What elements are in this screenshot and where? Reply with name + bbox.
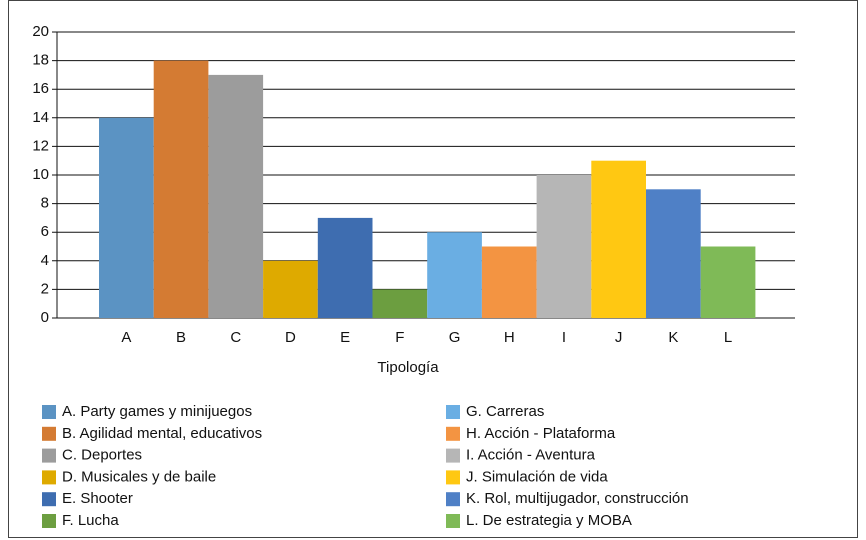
y-tick-label: 18 bbox=[32, 52, 49, 69]
bar bbox=[153, 60, 209, 318]
y-tick-label: 20 bbox=[32, 23, 49, 40]
legend-label: I. Acción - Aventura bbox=[466, 447, 596, 464]
legend-swatch bbox=[446, 405, 460, 419]
legend-label: H. Acción - Plataforma bbox=[466, 425, 616, 442]
legend-label: E. Shooter bbox=[62, 490, 133, 507]
legend-label: J. Simulación de vida bbox=[466, 468, 608, 485]
x-tick-label: A bbox=[121, 329, 131, 346]
bar bbox=[99, 117, 154, 318]
legend-swatch bbox=[446, 514, 460, 528]
legend-label: C. Deportes bbox=[62, 447, 142, 464]
y-tick-label: 6 bbox=[41, 223, 49, 240]
x-tick-label: C bbox=[230, 329, 241, 346]
legend-swatch bbox=[446, 470, 460, 485]
legend-swatch bbox=[42, 470, 56, 485]
x-tick-label: G bbox=[449, 329, 461, 346]
y-tick-label: 12 bbox=[32, 137, 49, 154]
bar bbox=[263, 260, 318, 318]
bar bbox=[208, 74, 264, 319]
x-tick-label: I bbox=[562, 329, 566, 346]
y-tick-label: 16 bbox=[32, 80, 49, 97]
y-tick-label: 4 bbox=[41, 252, 49, 269]
y-tick-label: 10 bbox=[32, 166, 49, 183]
y-tick-label: 8 bbox=[41, 195, 49, 212]
x-tick-label: B bbox=[176, 329, 186, 346]
legend-label: D. Musicales y de baile bbox=[62, 468, 216, 485]
legend-label: B. Agilidad mental, educativos bbox=[62, 425, 262, 442]
legend-label: L. De estrategia y MOBA bbox=[466, 512, 632, 529]
legend-swatch bbox=[42, 426, 56, 441]
x-tick-label: D bbox=[285, 329, 296, 346]
legend-label: F. Lucha bbox=[62, 512, 119, 529]
legend-swatch bbox=[42, 514, 56, 528]
legend-swatch bbox=[446, 492, 460, 507]
legend-swatch bbox=[446, 426, 460, 441]
bar bbox=[700, 246, 756, 318]
bar bbox=[536, 175, 592, 318]
bar bbox=[481, 246, 537, 318]
bar bbox=[372, 289, 428, 318]
x-tick-label: H bbox=[504, 329, 515, 346]
legend-swatch bbox=[42, 448, 56, 463]
bar bbox=[427, 232, 482, 318]
bar bbox=[317, 217, 373, 318]
x-tick-label: E bbox=[340, 329, 350, 346]
x-tick-label: F bbox=[395, 329, 404, 346]
x-tick-label: L bbox=[724, 329, 732, 346]
legend-swatch bbox=[42, 492, 56, 507]
legend-swatch bbox=[42, 405, 56, 419]
bar bbox=[646, 189, 701, 318]
bar bbox=[591, 160, 646, 318]
legend-label: K. Rol, multijugador, construcción bbox=[466, 490, 689, 507]
x-axis-label: Tipología bbox=[377, 359, 439, 376]
y-tick-label: 14 bbox=[32, 109, 49, 126]
y-tick-label: 2 bbox=[41, 280, 49, 297]
legend-label: G. Carreras bbox=[466, 403, 544, 420]
legend-label: A. Party games y minijuegos bbox=[62, 403, 252, 420]
x-tick-label: J bbox=[615, 329, 623, 346]
legend-swatch bbox=[446, 448, 460, 463]
y-tick-label: 0 bbox=[41, 309, 49, 326]
x-tick-label: K bbox=[668, 329, 678, 346]
